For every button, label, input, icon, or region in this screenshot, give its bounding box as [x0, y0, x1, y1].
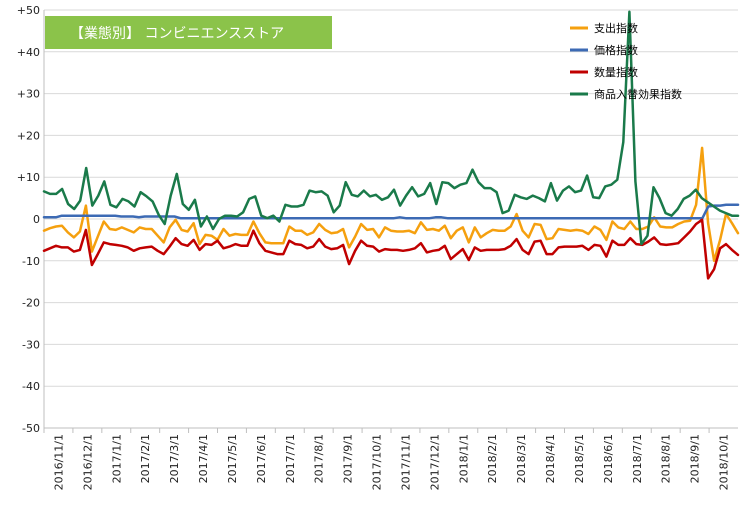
x-tick-label: 2017/2/1 — [139, 434, 152, 483]
x-tick-label: 2018/1/1 — [457, 434, 470, 483]
y-tick-label: +10 — [17, 171, 40, 184]
x-tick-label: 2017/8/1 — [313, 434, 326, 483]
x-tick-label: 2017/10/1 — [371, 434, 384, 490]
x-tick-label: 2018/9/1 — [689, 434, 702, 483]
x-tick-label: 2017/7/1 — [284, 434, 297, 483]
x-tick-label: 2017/5/1 — [226, 434, 239, 483]
x-tick-label: 2017/12/1 — [428, 434, 441, 490]
x-tick-label: 2017/4/1 — [197, 434, 210, 483]
x-tick-label: 2017/11/1 — [399, 434, 412, 490]
title-background — [45, 16, 332, 49]
x-tick-label: 2017/6/1 — [255, 434, 268, 483]
x-tick-label: 2016/11/1 — [52, 434, 65, 490]
x-tick-label: 2018/7/1 — [631, 434, 644, 483]
y-tick-label: -50 — [22, 422, 40, 435]
series-line — [42, 218, 740, 280]
y-tick-label: -30 — [22, 338, 40, 351]
x-tick-label: 2018/4/1 — [544, 434, 557, 483]
y-tick-label: +50 — [17, 4, 40, 17]
series-lines — [42, 10, 740, 280]
x-tick-label: 2018/5/1 — [573, 434, 586, 483]
x-tick-label: 2018/10/1 — [718, 434, 731, 490]
y-tick-label: +20 — [17, 129, 40, 142]
x-tick-label: 2018/3/1 — [515, 434, 528, 483]
x-axis-ticks: 2016/11/1 2016/12/1 2017/1/1 2017/2/1 2017/3… — [43, 428, 731, 490]
y-tick-label: -40 — [22, 380, 40, 393]
series-line — [42, 146, 740, 263]
legend-label: 商品入替効果指数 — [594, 87, 682, 101]
x-tick-label: 2017/3/1 — [168, 434, 181, 483]
y-tick-label: 0 — [33, 213, 40, 226]
x-tick-label: 2017/1/1 — [110, 434, 123, 483]
y-tick-label: +40 — [17, 46, 40, 59]
x-tick-label: 2018/6/1 — [602, 434, 615, 483]
y-axis-ticks: +50 +40 +30 +20 +10 0 -10 -20 -30 -40 -50 — [17, 4, 40, 435]
x-tick-label: 2016/12/1 — [81, 434, 94, 490]
chart-title-box: 【業態別】 コンビニエンスストア — [45, 16, 332, 49]
chart-title: 【業態別】 コンビニエンスストア — [70, 26, 284, 42]
series-line — [42, 10, 740, 246]
legend-label: 数量指数 — [594, 65, 638, 79]
y-tick-label: -10 — [22, 255, 40, 268]
legend-label: 価格指数 — [594, 43, 638, 57]
y-tick-label: +30 — [17, 88, 40, 101]
legend-label: 支出指数 — [594, 21, 638, 35]
x-tick-label: 2017/9/1 — [342, 434, 355, 483]
y-tick-label: -20 — [22, 297, 40, 310]
x-tick-label: 2018/8/1 — [660, 434, 673, 483]
x-tick-label: 2018/2/1 — [486, 434, 499, 483]
